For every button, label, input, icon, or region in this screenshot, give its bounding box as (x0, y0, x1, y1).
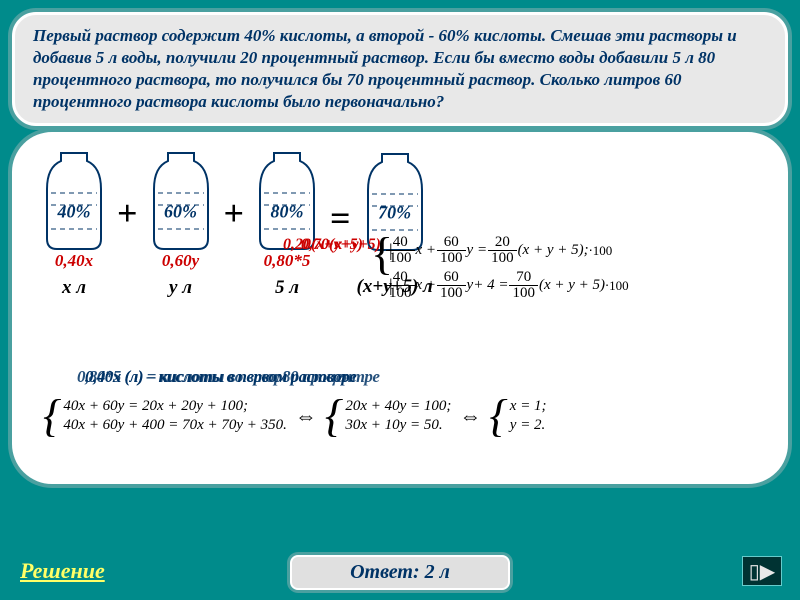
jar-2-vol: y л (169, 277, 192, 299)
jar-2-pct: 60% (164, 201, 197, 222)
problem-statement: Первый раствор содержит 40% кислоты, а в… (12, 12, 788, 126)
n: 60 (441, 270, 462, 285)
answer-box: Ответ: 2 л (290, 555, 510, 590)
system-1: { 40x + 60y = 20x + 20y + 100; 40x + 60y… (43, 395, 287, 436)
slide: Первый раствор содержит 40% кислоты, а в… (0, 0, 800, 600)
plus-2: + (224, 192, 245, 256)
jar-4-pct: 70% (378, 202, 411, 223)
jar-1-red: 0,40x (55, 251, 93, 271)
jar-icon: 60% (144, 149, 218, 253)
equation-systems: { 40x + 60y = 20x + 20y + 100; 40x + 60y… (43, 395, 547, 436)
bottom-bar: Решение Ответ: 2 л ▯▶ (0, 546, 800, 600)
eq-3b: y = 2. (510, 416, 547, 436)
system-3: { x = 1; y = 2. (489, 395, 546, 436)
work-area: 40% 0,40x x л + 60% 0,60y y (12, 132, 788, 484)
eq-3a: x = 1; (510, 397, 547, 417)
jar-3-pct: 80% (271, 201, 304, 222)
jar-3-vol: 5 л (275, 277, 299, 299)
frac-row-1: 40100 x + 60100 y = 20100 (x + y + 5); |… (385, 235, 629, 266)
system-2: { 20x + 40y = 100; 30x + 10y = 50. (325, 395, 451, 436)
iff-2: ⇔ (459, 403, 481, 429)
jar-3: 80% 0,80*5 5 л (250, 149, 324, 299)
problem-text: Первый раствор содержит 40% кислоты, а в… (33, 26, 737, 111)
arrow-right-icon: ▯▶ (749, 559, 775, 584)
mult: ⋅100 (605, 278, 629, 294)
tail: (x + y + 5); (518, 242, 589, 259)
eq-2a: 20x + 40y = 100; (345, 397, 451, 417)
tail: (x + y + 5) (539, 277, 605, 294)
acid-2: 0,80*5 (л) = кислоты во втор80 процентре (77, 367, 379, 387)
d: 100 (509, 286, 538, 301)
plus-1: + (117, 192, 138, 256)
eq-2b: 30x + 10y = 50. (345, 416, 451, 436)
jar-icon: 40% (37, 149, 111, 253)
jar-3-red: 0,80*5 (264, 251, 311, 271)
frac-row-2: 40100 x + 60100 y + 4 = 70100 (x + y + 5… (385, 270, 629, 301)
mult: ⋅100 (589, 243, 613, 259)
brace-icon: { (43, 395, 61, 436)
jar-1: 40% 0,40x x л (37, 149, 111, 299)
d: 100 (488, 251, 517, 266)
jar-1-pct: 40% (58, 201, 91, 222)
jar-4-red2: 0,20(x+y+5) (283, 236, 363, 254)
jar-1-vol: x л (62, 277, 86, 299)
n: 70 (513, 270, 534, 285)
brace-icon: { (325, 395, 343, 436)
extra: + 4 = (473, 277, 508, 294)
n: 20 (492, 235, 513, 250)
fraction-equations: { 40100 x + 60100 y = 20100 (x + y + 5);… (385, 235, 629, 305)
d: 100 (437, 286, 466, 301)
iff-1: ⇔ (295, 403, 317, 429)
d: 100 (437, 251, 466, 266)
jar-2: 60% 0,60y y л (144, 149, 218, 299)
solution-label: Решение (20, 558, 105, 584)
eq-1b: 40x + 60y + 400 = 70x + 70y + 350. (63, 416, 287, 436)
n: 60 (441, 235, 462, 250)
jar-2-red: 0,60y (162, 251, 199, 271)
brace-icon: { (489, 395, 507, 436)
next-button[interactable]: ▯▶ (742, 556, 782, 586)
eq-1a: 40x + 60y = 20x + 20y + 100; (63, 397, 287, 417)
